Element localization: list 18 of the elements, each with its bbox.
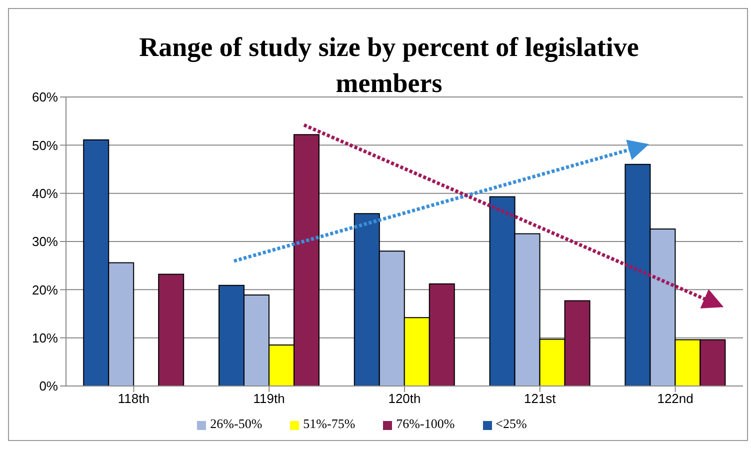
x-tick-label: 122nd xyxy=(657,391,694,406)
chart-title: Range of study size by percent of legislative members xyxy=(138,31,640,100)
y-tick-label: 10% xyxy=(32,330,58,346)
y-tick-label: 20% xyxy=(32,282,58,298)
x-tick-label: 121st xyxy=(524,391,556,406)
x-tick-label: 119th xyxy=(253,391,285,406)
y-tick-label: 50% xyxy=(32,138,58,153)
legend-label: <25% xyxy=(496,416,527,431)
x-tick-label: 118th xyxy=(118,391,150,406)
y-tick-label: 60% xyxy=(32,90,58,105)
legend-label: 26%-50% xyxy=(210,416,262,431)
legend-label: 76%-100% xyxy=(396,416,455,431)
y-tick-label: 0% xyxy=(39,378,58,394)
y-tick-label: 40% xyxy=(32,186,58,201)
x-tick-label: 120th xyxy=(388,391,421,406)
y-tick-label: 30% xyxy=(32,234,58,250)
bar xyxy=(158,274,184,386)
legend-label: 51%-75% xyxy=(303,416,356,431)
